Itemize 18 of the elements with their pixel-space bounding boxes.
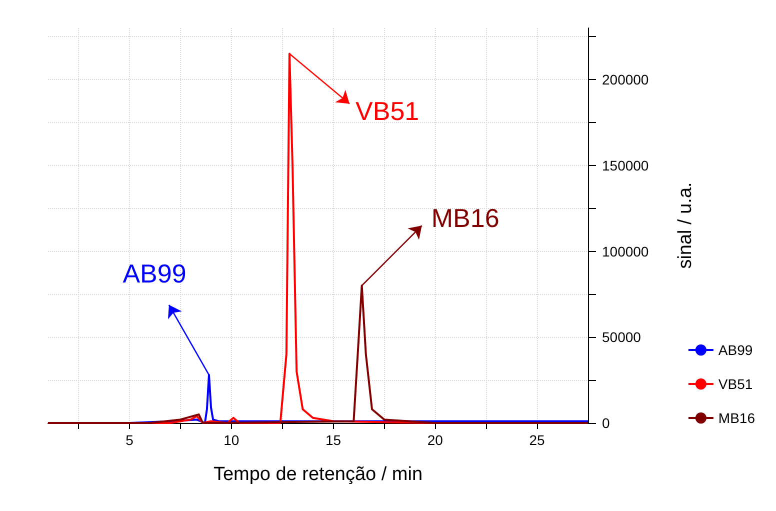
y-tick-label: 100000 (602, 243, 649, 260)
x-axis-title: Tempo de retenção / min (213, 464, 423, 485)
y-tick-label: 150000 (602, 157, 649, 174)
legend-label: MB16 (718, 410, 756, 426)
annotation: AB99 (122, 258, 186, 289)
legend-label: VB51 (718, 376, 753, 392)
x-tick-label: 5 (126, 432, 134, 448)
y-tick-label: 200000 (602, 72, 649, 88)
x-tick-label: 25 (529, 432, 546, 448)
annotation: VB51 (356, 96, 420, 126)
x-tick-label: 10 (224, 432, 240, 448)
x-tick-label: 20 (427, 432, 444, 448)
y-tick-label: 50000 (602, 329, 642, 346)
legend-label: AB99 (718, 342, 753, 358)
x-tick-label: 15 (325, 432, 342, 448)
annotation: MB16 (431, 203, 500, 234)
y-axis-title: sinal / u.a. (675, 182, 696, 269)
y-tick-label: 0 (602, 415, 610, 431)
